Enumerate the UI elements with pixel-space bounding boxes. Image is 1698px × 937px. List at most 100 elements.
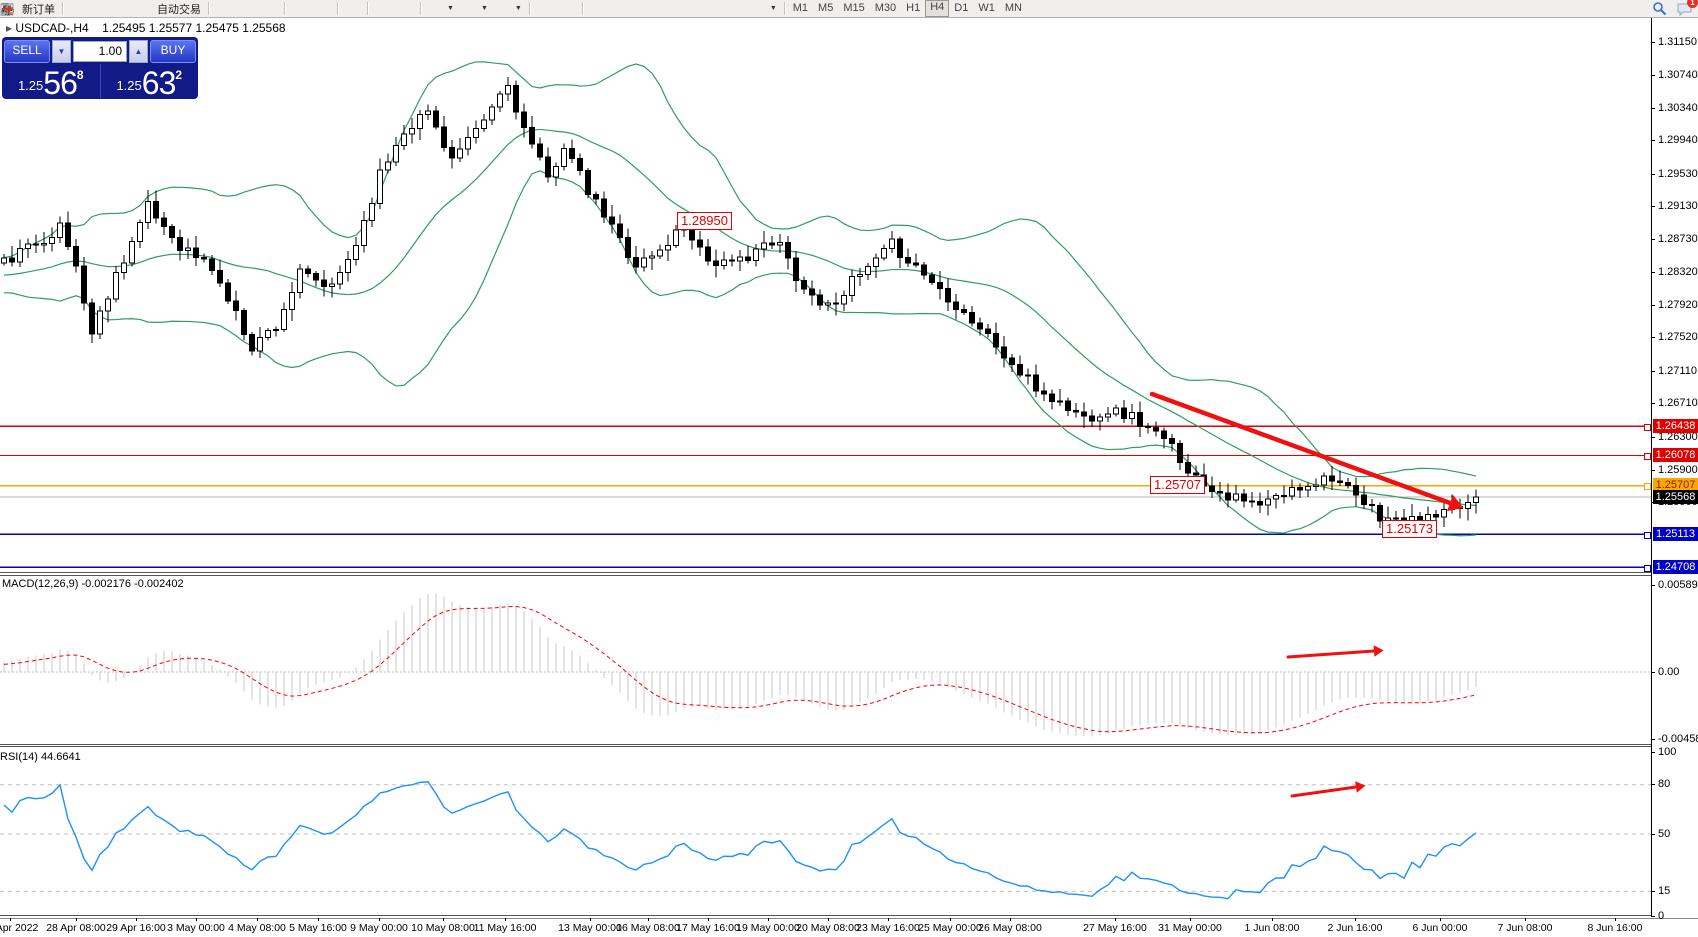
candlestick-chart-icon[interactable]: [1, 1, 258, 16]
rsi-axis-label: 80: [1658, 778, 1671, 790]
channel-tool-icon[interactable]: E: [0, 1, 678, 16]
text-label-tool-icon[interactable]: T: [0, 1, 747, 16]
sell-button[interactable]: SELL: [4, 40, 50, 63]
timeframe-mn[interactable]: MN: [1004, 2, 1022, 14]
rsi-indicator-pane[interactable]: [0, 747, 1651, 916]
date-axis-tick: [828, 918, 829, 921]
price-level-badge: 1.26438: [1653, 419, 1698, 433]
tile-windows-icon[interactable]: [1, 1, 364, 16]
price-level-badge: 1.25113: [1653, 527, 1698, 541]
pane-separator[interactable]: [0, 572, 1651, 573]
timeframe-m30[interactable]: M30: [874, 2, 897, 14]
volume-input[interactable]: 1.00: [73, 41, 127, 62]
rsi-axis-label: 15: [1658, 885, 1671, 897]
price-axis-label: 1.28730: [1658, 233, 1698, 245]
macd-label: MACD(12,26,9) -0.002176 -0.002402: [2, 578, 184, 590]
auto-scroll-icon[interactable]: [2, 1, 394, 16]
date-axis-label: 29 Apr 16:00: [106, 922, 166, 934]
date-axis-label: 17 May 16:00: [676, 922, 740, 934]
horizontal-level-lines: [0, 425, 1651, 568]
cursor-icon[interactable]: [2, 1, 556, 16]
pane-separator[interactable]: [0, 744, 1651, 745]
timeframe-m15[interactable]: M15: [843, 2, 865, 14]
date-axis-tick: [950, 918, 951, 921]
date-axis-tick: [590, 918, 591, 921]
bar-chart-icon[interactable]: [1, 1, 235, 16]
notifications-button[interactable]: 1: [1677, 0, 1698, 16]
timeframe-m5[interactable]: M5: [818, 2, 834, 14]
date-axis-tick: [1440, 918, 1441, 921]
line-handle: [1644, 453, 1651, 460]
chart-shift-icon[interactable]: [3, 1, 417, 16]
indicators-button[interactable]: ▼: [1, 1, 458, 16]
main-price-chart[interactable]: [0, 18, 1651, 572]
date-axis-label: 19 May 00:00: [736, 922, 800, 934]
market-watch-icon[interactable]: [1, 1, 89, 16]
zoom-in-icon[interactable]: [1, 1, 311, 16]
pane-separator[interactable]: [0, 746, 1651, 747]
rsi-axis-tick: [1651, 752, 1655, 753]
timeframe-d1[interactable]: D1: [954, 2, 969, 14]
line-handle: [1644, 424, 1651, 431]
buy-price[interactable]: 1.25 63 2: [101, 64, 199, 99]
price-axis-label: 1.26300: [1658, 431, 1698, 443]
pane-separator[interactable]: [0, 575, 1651, 576]
new-order-label: 新订单: [22, 3, 55, 16]
sell-price-prefix: 1.25: [17, 78, 44, 93]
trendline-tool-icon[interactable]: [1, 1, 655, 16]
date-axis-tick: [505, 918, 506, 921]
price-axis-label: 1.30740: [1658, 69, 1698, 81]
line-chart-icon[interactable]: [0, 1, 281, 16]
date-axis-label: 27 May 16:00: [1083, 922, 1147, 934]
text-tool-icon[interactable]: A: [3, 1, 724, 16]
autotrading-button[interactable]: 自动交易: [0, 1, 205, 16]
sell-price[interactable]: 1.25 56 8: [2, 64, 101, 99]
toolbar-separator: [528, 2, 530, 15]
data-window-icon[interactable]: [0, 1, 112, 16]
volume-increase-button[interactable]: ▲: [129, 40, 148, 63]
search-icon[interactable]: [1652, 1, 1667, 16]
price-axis-label: 1.25900: [1658, 464, 1698, 476]
date-axis-tick: [768, 918, 769, 921]
date-axis-tick: [443, 918, 444, 921]
date-axis-label: 16 May 08:00: [616, 922, 680, 934]
volume-decrease-button[interactable]: ▼: [52, 40, 71, 63]
horizontal-line-tool-icon[interactable]: [1, 1, 632, 16]
crosshair-icon[interactable]: [1, 1, 579, 16]
timeframe-h4[interactable]: H4: [925, 0, 950, 17]
date-axis-label: 5 May 16:00: [289, 922, 347, 934]
date-axis-label: 6 Jun 00:00: [1412, 922, 1468, 934]
vertical-line-tool-icon[interactable]: [6, 1, 609, 16]
toolbar-separator: [208, 2, 209, 15]
timeframe-w1[interactable]: W1: [978, 2, 995, 14]
timeframe-m1[interactable]: M1: [792, 2, 809, 14]
zoom-out-icon[interactable]: [1, 1, 334, 16]
price-axis-tick: [1651, 272, 1655, 273]
toolbar-separator: [420, 2, 421, 15]
date-axis-label: 13 May 00:00: [558, 922, 622, 934]
templates-button[interactable]: ▼: [0, 1, 526, 16]
date-axis-tick: [318, 918, 319, 921]
arrows-tool-button[interactable]: ▼: [2, 1, 781, 16]
macd-indicator-pane[interactable]: [0, 575, 1651, 744]
price-axis-label: 1.28320: [1658, 266, 1698, 278]
chart-ohlc-values: 1.25495 1.25577 1.25475 1.25568: [102, 21, 286, 35]
periods-button[interactable]: ▼: [1, 1, 492, 16]
price-axis-tick: [1651, 108, 1655, 109]
sell-price-pipette: 8: [76, 68, 84, 82]
timeframe-h1[interactable]: H1: [906, 2, 921, 14]
date-axis-label: 8 Jun 16:00: [1587, 922, 1643, 934]
buy-button[interactable]: BUY: [150, 40, 196, 63]
trend-arrow: [1290, 781, 1366, 798]
chart-title: ▸ USDCAD-,H4 1.25495 1.25577 1.25475 1.2…: [6, 21, 286, 35]
macd-axis-label: 0.005895: [1658, 579, 1698, 591]
rsi-axis-label: 0: [1658, 910, 1665, 922]
strategy-tester-icon[interactable]: [1, 1, 135, 16]
toolbar-right: 1: [1652, 0, 1698, 16]
date-axis-tick: [1272, 918, 1273, 921]
date-axis-label: 31 May 00:00: [1158, 922, 1222, 934]
trend-arrow: [1149, 391, 1464, 512]
macd-axis-label: 0.00: [1658, 666, 1680, 678]
fibonacci-tool-icon[interactable]: F: [1, 1, 701, 16]
